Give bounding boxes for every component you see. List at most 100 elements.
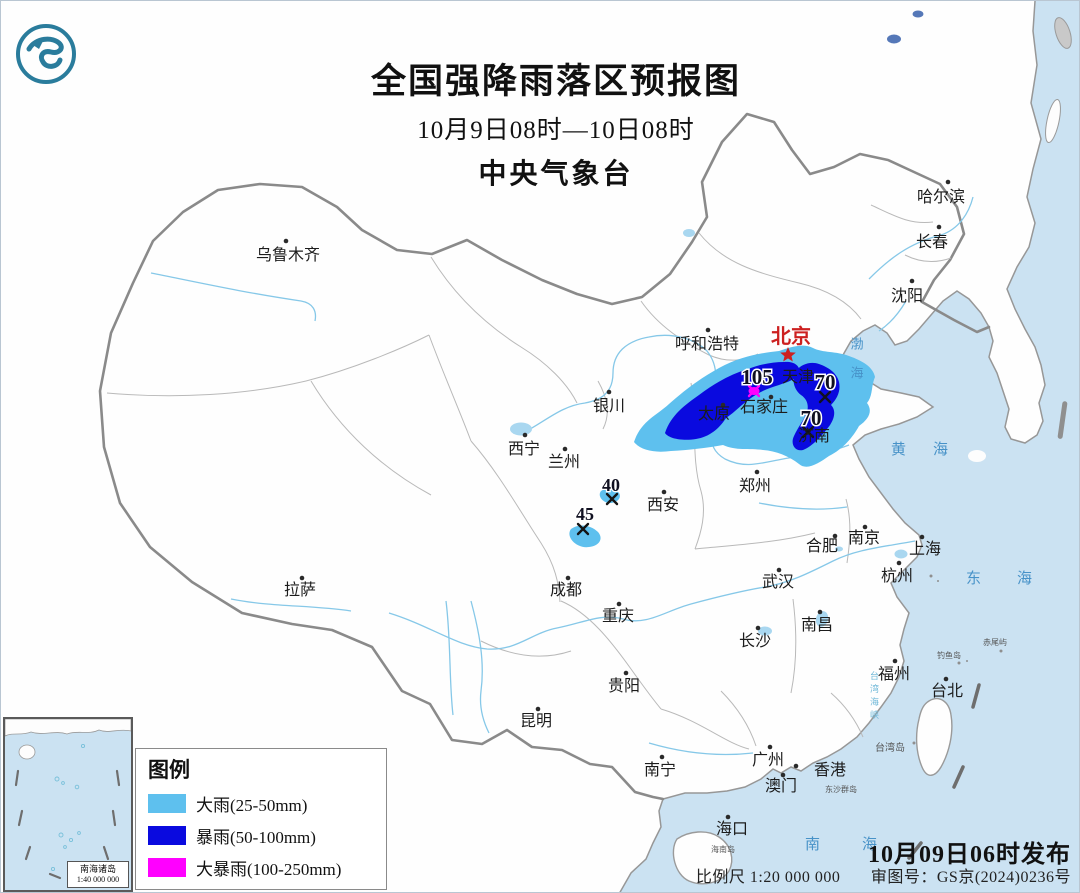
city-label-shenyang: 沈阳 bbox=[891, 287, 923, 305]
sea-label-taiwan-strait: 台湾海峡 bbox=[869, 670, 879, 723]
south-china-sea-inset: 南海诸岛 1:40 000 000 bbox=[3, 717, 133, 892]
inset-caption-box: 南海诸岛 1:40 000 000 bbox=[67, 860, 129, 888]
city-label-wuhan: 武汉 bbox=[762, 573, 794, 591]
city-label-guangzhou: 广州 bbox=[752, 751, 784, 769]
city-label-hefei: 合肥 bbox=[806, 537, 838, 555]
city-label-tianjin: 天津 bbox=[782, 368, 814, 386]
city-label-shanghai: 上海 bbox=[909, 540, 941, 558]
sea-label-donghai: 东海 bbox=[966, 570, 1068, 587]
rain-area-rainstorm-west bbox=[665, 361, 800, 440]
legend-box: 图例 大雨(25-50mm) 暴雨(50-100mm) 大暴雨(100-250m… bbox=[135, 748, 387, 893]
city-label-lanzhou: 兰州 bbox=[548, 453, 580, 471]
offshore-islands bbox=[887, 10, 1072, 462]
city-label-nanning: 南宁 bbox=[644, 761, 676, 779]
city-label-haikou: 海口 bbox=[716, 820, 748, 838]
heavy-rain-swatch bbox=[148, 794, 186, 813]
small-islands bbox=[912, 574, 1003, 745]
city-label-changchun: 长春 bbox=[916, 233, 948, 251]
city-label-nanchang: 南昌 bbox=[801, 616, 833, 634]
legend-item-label: 大暴雨(100-250mm) bbox=[196, 860, 342, 879]
precip-center-x-70b bbox=[801, 425, 815, 439]
city-label-xianggang: 香港 bbox=[814, 761, 846, 779]
legend-item-label: 暴雨(50-100mm) bbox=[196, 828, 316, 847]
city-label-changsha: 长沙 bbox=[739, 632, 771, 650]
legend-item-label: 大雨(25-50mm) bbox=[196, 796, 308, 815]
legend-title: 图例 bbox=[148, 758, 190, 782]
city-label-shijiazhuang: 石家庄 bbox=[740, 398, 788, 416]
precip-center-x-40 bbox=[605, 492, 619, 506]
sea-area bbox=[620, 1, 1079, 892]
legend-item-heavy-rain: 大雨(25-50mm) bbox=[148, 791, 374, 816]
city-label-yinchuan: 银川 bbox=[593, 397, 625, 415]
city-dots bbox=[283, 179, 951, 820]
rain-area-heavy-rain-patch-b bbox=[569, 525, 601, 548]
island-label-taiwandao: 台湾岛 bbox=[875, 741, 905, 754]
island-label-chiweiyu: 赤尾屿 bbox=[983, 638, 1007, 647]
inset-caption-scale: 1:40 000 000 bbox=[76, 875, 120, 884]
precip-center-markers bbox=[576, 384, 832, 536]
map-credits: 比例尺 1:20 000 000 审图号：GS京(2024)0236号 bbox=[696, 863, 1071, 887]
city-label-zhengzhou: 郑州 bbox=[739, 477, 771, 495]
city-label-taiyuan: 太原 bbox=[698, 405, 730, 423]
inset-dash-line bbox=[14, 769, 121, 880]
province-borders bbox=[106, 204, 952, 750]
island-label-diaoyudao: 钓鱼岛 bbox=[937, 650, 961, 660]
city-label-kunming: 昆明 bbox=[520, 713, 552, 730]
title-block: 全国强降雨落区预报图 10月9日08时—10日08时 中央气象台 bbox=[316, 62, 796, 192]
inset-coast bbox=[5, 719, 131, 737]
inset-caption-title: 南海诸岛 bbox=[79, 863, 116, 874]
sea-label-nanhai: 南海 bbox=[805, 836, 919, 853]
island-label-hainandao: 海南岛 bbox=[711, 844, 735, 854]
severe-rainstorm-swatch bbox=[148, 858, 186, 877]
city-label-jinan: 济南 bbox=[798, 427, 830, 445]
inset-island-groups bbox=[50, 743, 86, 872]
sea-label-bohai: 渤海 bbox=[849, 336, 864, 395]
forecast-period: 10月9日08时—10日08时 bbox=[417, 116, 695, 144]
dash-line-segments bbox=[907, 683, 981, 860]
issue-time: 10月09日06时发布 bbox=[868, 842, 1071, 868]
legend-item-precip-center: × 降水中心值 bbox=[148, 887, 374, 893]
city-label-haerbin: 哈尔滨 bbox=[917, 188, 965, 206]
map-approval-number: 审图号：GS京(2024)0236号 bbox=[870, 869, 1071, 886]
rainstorm-swatch bbox=[148, 826, 186, 845]
rain-value-70a: 70 bbox=[815, 370, 836, 394]
capital-star-icon bbox=[780, 347, 796, 362]
national-border bbox=[98, 112, 991, 801]
city-label-wulumuqi: 乌鲁木齐 bbox=[256, 246, 320, 264]
city-label-huhehaote: 呼和浩特 bbox=[675, 335, 739, 353]
rivers bbox=[150, 196, 974, 756]
rain-value-45: 45 bbox=[576, 504, 594, 524]
precip-center-x-105 bbox=[747, 384, 761, 398]
rain-value-105: 105 bbox=[741, 365, 773, 389]
city-label-fuzhou: 福州 bbox=[878, 665, 910, 683]
city-label-xian: 西安 bbox=[647, 496, 679, 514]
cma-logo-icon bbox=[16, 24, 76, 84]
legend-item-severe-rainstorm: 大暴雨(100-250mm) bbox=[148, 855, 374, 880]
page-title: 全国强降雨落区预报图 bbox=[370, 62, 741, 101]
agency-name: 中央气象台 bbox=[478, 158, 634, 190]
city-label-beijing: 北京 bbox=[771, 324, 811, 348]
legend-item-rainstorm: 暴雨(50-100mm) bbox=[148, 823, 374, 848]
sea-label-huanghai: 黄海 bbox=[891, 441, 975, 458]
rain-value-40: 40 bbox=[602, 475, 620, 495]
hainan-island bbox=[672, 831, 733, 885]
rain-value-70b: 70 bbox=[801, 406, 822, 430]
city-label-lasa: 拉萨 bbox=[284, 581, 316, 599]
precip-center-x-45 bbox=[576, 522, 590, 536]
city-label-chengdu: 成都 bbox=[550, 581, 582, 599]
island-label-dongsha: 东沙群岛 bbox=[825, 784, 857, 794]
map-scale: 比例尺 1:20 000 000 bbox=[695, 869, 841, 886]
coastline bbox=[619, 1, 1046, 892]
precip-center-x-70a bbox=[818, 390, 832, 404]
city-label-chongqing: 重庆 bbox=[602, 607, 634, 625]
city-label-taibei: 台北 bbox=[931, 682, 963, 700]
precip-center-symbol: × bbox=[148, 889, 186, 893]
city-label-aomen: 澳门 bbox=[765, 777, 797, 795]
city-label-nanjing: 南京 bbox=[848, 529, 880, 547]
city-label-guiyang: 贵阳 bbox=[608, 677, 640, 695]
lakes bbox=[510, 229, 908, 636]
taiwan-island bbox=[915, 697, 953, 776]
city-label-hangzhou: 杭州 bbox=[881, 567, 913, 585]
